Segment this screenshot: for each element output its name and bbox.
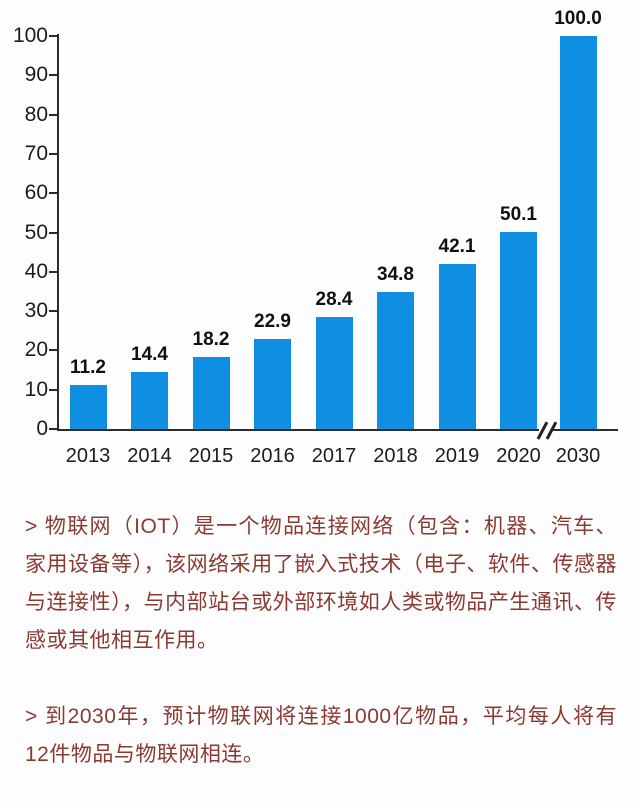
y-tick-label: 50 <box>24 220 48 244</box>
axis-break-icon <box>534 419 560 443</box>
x-tick-label: 2015 <box>188 445 234 467</box>
bar-value-label: 14.4 <box>131 344 168 366</box>
y-tick-mark <box>49 270 57 273</box>
bar-value-label: 28.4 <box>315 289 353 311</box>
bar-2013 <box>69 384 107 429</box>
bar-value-label: 50.1 <box>500 204 537 226</box>
annotation-notes: > 物联网（IOT）是一个物品连接网络（包含：机器、汽车、家用设备等），该网络采… <box>25 508 617 812</box>
bar-2020 <box>500 232 537 429</box>
bar-value-label: 34.8 <box>377 264 414 286</box>
y-tick-mark <box>49 310 57 313</box>
y-tick-mark <box>49 192 57 195</box>
bar-value-label: 11.2 <box>70 356 106 378</box>
y-tick-mark <box>49 113 57 116</box>
y-tick-label: 40 <box>24 259 48 283</box>
x-tick-label: 2020 <box>496 445 541 467</box>
x-tick-label: 2013 <box>65 445 111 467</box>
x-tick-label: 2019 <box>434 445 480 467</box>
bar-value-label: 42.1 <box>438 235 476 257</box>
y-tick-mark <box>49 35 57 37</box>
iot-bar-chart: 0 10 20 30 40 50 60 70 80 90 100 11.2 14.4 18.2 22.9 2… <box>12 8 618 467</box>
x-tick-label: 2017 <box>311 445 357 467</box>
bar-2014 <box>131 372 168 429</box>
bar-2019 <box>438 263 476 429</box>
bar-value-label: 22.9 <box>254 311 291 332</box>
note-paragraph-iot-definition: > 物联网（IOT）是一个物品连接网络（包含：机器、汽车、家用设备等），该网络采… <box>25 515 617 652</box>
y-tick-label: 20 <box>24 338 48 362</box>
x-tick-label: 2014 <box>127 445 172 467</box>
y-tick-label: 10 <box>24 377 48 401</box>
x-tick-label: 2030 <box>555 445 601 467</box>
y-tick-mark <box>49 152 57 155</box>
y-tick-mark <box>49 349 57 352</box>
y-tick-label: 60 <box>24 181 48 205</box>
y-tick-label: 30 <box>24 299 48 323</box>
y-axis-line <box>57 34 59 430</box>
bar-2030 <box>559 36 597 429</box>
bar-2016 <box>254 339 291 429</box>
y-tick-label: 90 <box>24 63 48 87</box>
x-axis-line <box>57 429 618 431</box>
bar-2018 <box>377 292 414 429</box>
y-tick-label: 0 <box>36 417 48 440</box>
x-tick-label: 2018 <box>373 445 418 467</box>
x-tick-label: 2016 <box>250 445 295 467</box>
bar-2017 <box>315 317 353 429</box>
y-tick-label: 80 <box>24 102 48 126</box>
bar-2015 <box>192 357 230 429</box>
y-tick-mark <box>49 428 57 430</box>
y-tick-mark <box>49 388 57 391</box>
y-tick-mark <box>49 231 57 234</box>
bar-value-label: 100.0 <box>554 8 602 29</box>
bar-value-label: 18.2 <box>192 329 230 351</box>
note-paragraph-2030-forecast: > 到2030年，预计物联网将连接1000亿物品，平均每人将有12件物品与物联网… <box>25 705 617 766</box>
y-tick-mark <box>49 74 57 77</box>
axis-break-gap <box>539 429 553 431</box>
y-tick-label: 100 <box>12 24 48 47</box>
y-tick-label: 70 <box>24 141 48 165</box>
